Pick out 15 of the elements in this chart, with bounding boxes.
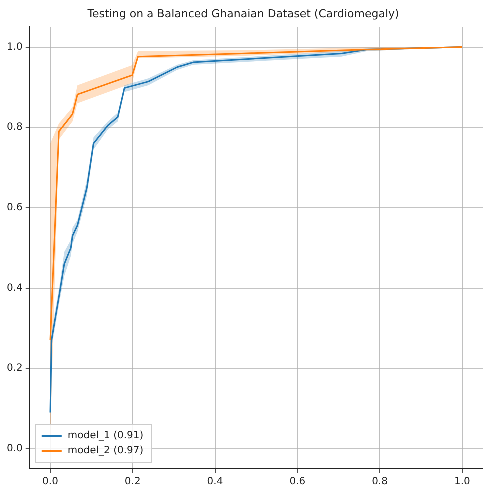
y-tick-label: 0.8 [6, 122, 23, 134]
y-tick-label: 0.2 [6, 363, 23, 374]
y-tick-label: 0.4 [6, 282, 23, 294]
y-tick-label: 0.6 [6, 202, 23, 214]
x-tick-label: 1.0 [454, 476, 470, 488]
x-tick-label: 0.0 [42, 476, 58, 488]
x-tick-label: 0.4 [207, 476, 224, 488]
y-tick-label: 1.0 [6, 42, 23, 53]
x-tick-label: 0.6 [290, 476, 306, 488]
legend-label: model_1 (0.91) [68, 430, 144, 442]
y-tick-label: 0.0 [6, 444, 23, 455]
x-tick-label: 0.2 [124, 476, 141, 488]
legend-label: model_2 (0.97) [68, 446, 144, 457]
x-tick-label: 0.8 [372, 476, 388, 488]
chart-title: Testing on a Balanced Ghanaian Dataset (Cardiomegaly) [86, 7, 400, 20]
